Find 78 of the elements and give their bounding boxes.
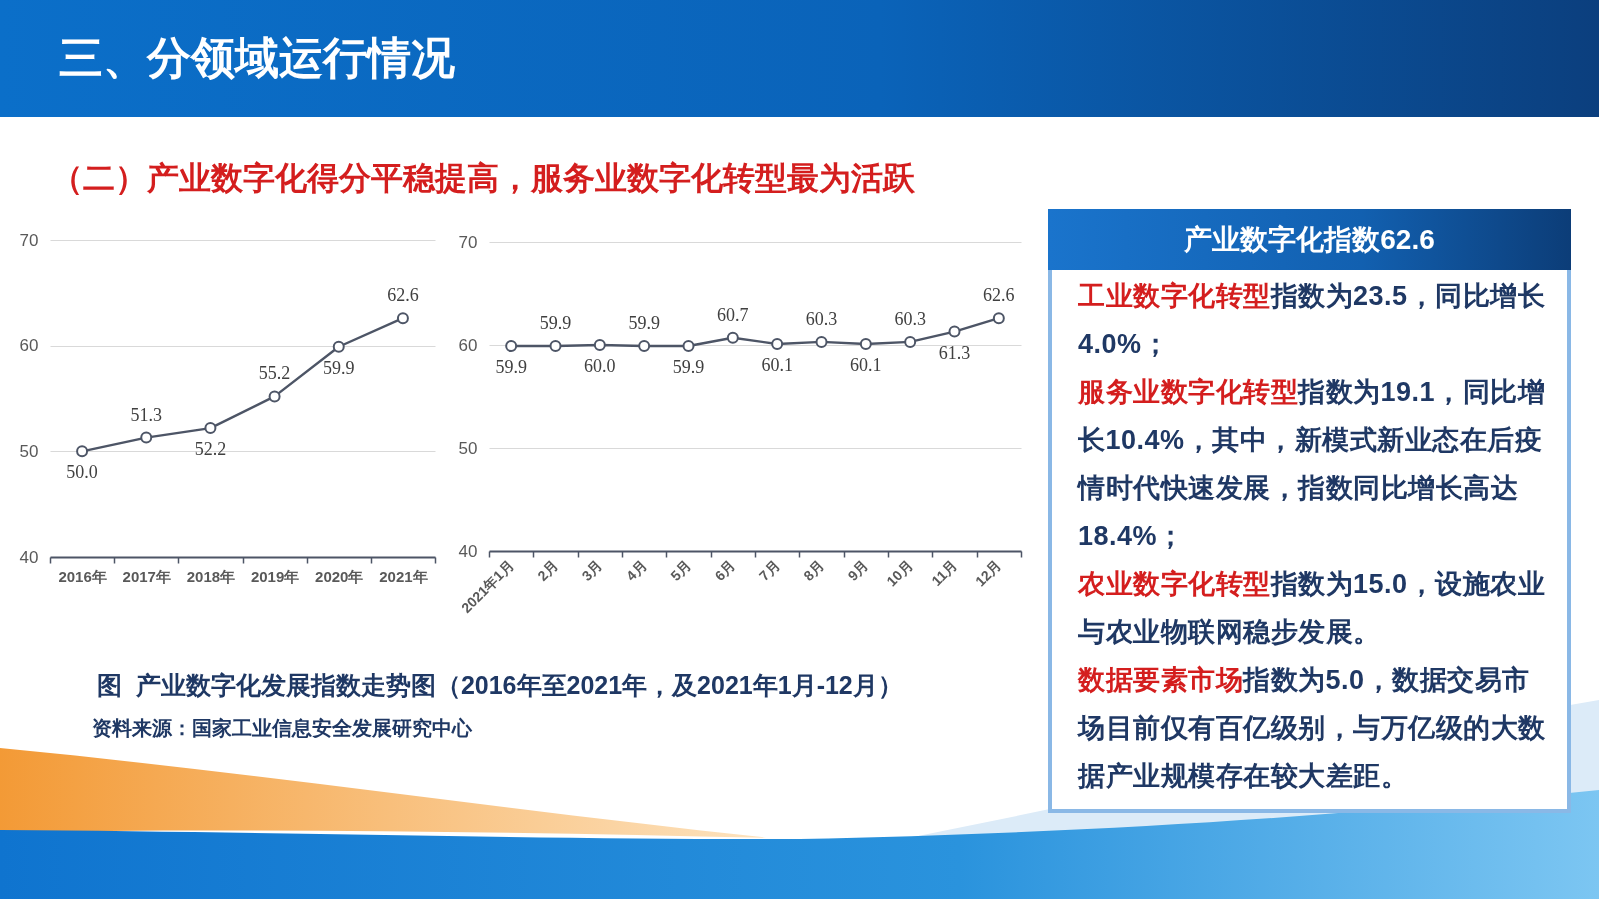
point [204, 422, 217, 435]
x-tick-label: 4月 [622, 557, 650, 584]
data-label: 61.3 [938, 342, 971, 363]
y-tick-label: 60 [19, 336, 39, 356]
y-tick-label: 50 [19, 441, 39, 461]
data-label: 59.9 [495, 357, 527, 378]
y-tick-label: 70 [19, 230, 39, 250]
data-label: 59.9 [672, 357, 705, 378]
y-tick-label: 50 [458, 438, 478, 458]
data-label: 59.9 [539, 313, 572, 334]
x-tick-label: 2016年 [58, 567, 107, 585]
data-label: 50.0 [66, 462, 98, 483]
text: 指数为23.5，同比增长 [1270, 281, 1546, 311]
x-tick-label: 6月 [711, 557, 739, 584]
x-tick-label: 8月 [800, 557, 827, 584]
x-tick-label: 7月 [755, 557, 783, 584]
point [332, 340, 345, 353]
text: 农业数字化转型 [1078, 569, 1271, 599]
point [76, 445, 89, 458]
data-label: 60.3 [805, 308, 838, 329]
data-label: 60.1 [850, 354, 882, 375]
text: 4.0%； [1078, 328, 1171, 361]
x-tick-label: 11月 [928, 557, 960, 589]
point [140, 431, 153, 444]
data-label: 60.0 [584, 356, 616, 376]
x-tick-label: 10月 [883, 557, 916, 590]
text: 指数为5.0，数据交易市 [1243, 665, 1530, 695]
text: 指数为19.1，同比增 [1298, 377, 1546, 407]
x-tick-label: 2月 [534, 557, 561, 584]
data-label: 51.3 [130, 404, 162, 425]
x-tick-label: 3月 [578, 557, 606, 584]
data-label: 60.1 [761, 354, 793, 375]
data-label: 52.2 [194, 439, 227, 460]
point [505, 340, 518, 353]
x-tick-label: 2020年 [315, 567, 364, 585]
point [859, 337, 872, 350]
data-label: 62.6 [983, 285, 1015, 306]
text: 服务业数字化转型 [1078, 377, 1298, 407]
text: 工业数字化转型 [1078, 281, 1271, 311]
text: 场目前仅有百亿级别，与万亿级的大数据产业规模存在较大差距。 [1078, 712, 1547, 793]
point [682, 340, 695, 353]
data-label: 59.9 [323, 357, 355, 378]
text: 指数为15.0，设施农业 [1270, 569, 1546, 599]
x-tick-label: 2021年 [379, 567, 428, 585]
point [638, 340, 651, 353]
chart-title: 三、分领域运行情况 [59, 32, 455, 84]
text: 与农业物联网稳步发展。 [1078, 616, 1382, 649]
x-tick-label: 2019年 [250, 567, 300, 585]
point [726, 331, 739, 344]
x-tick-label: 2017年 [122, 567, 171, 585]
point [904, 335, 917, 348]
data-label: 60.3 [894, 308, 926, 329]
data-label: 55.2 [258, 363, 291, 384]
data-label: 62.6 [387, 285, 419, 306]
point [396, 312, 409, 325]
point [268, 390, 281, 403]
point [992, 312, 1005, 325]
point [771, 337, 784, 350]
y-tick-label: 40 [458, 541, 478, 561]
text: 数据要素市场 [1078, 665, 1243, 695]
y-tick-label: 60 [458, 335, 478, 355]
x-tick-label: 12月 [972, 557, 1005, 590]
text: 长10.4%，其中，新模式新业态在后疫情时代快速发展，指数同比增长高达18.4%； [1078, 424, 1544, 553]
point [593, 339, 606, 351]
x-tick-label: 2018年 [186, 567, 236, 585]
point [549, 340, 562, 353]
text: 图 产业数字化发展指数走势图（2016年至2021年，及2021年1月-12月） [97, 670, 903, 701]
text: 资料来源：国家工业信息安全发展研究中心 [92, 716, 472, 741]
point [948, 325, 961, 338]
data-label: 60.7 [717, 304, 749, 325]
data-label: 59.9 [628, 313, 660, 334]
y-tick-label: 40 [19, 547, 39, 567]
chart-subtitle: （二）产业数字化得分平稳提高，服务业数字化转型最为活跃 [51, 159, 915, 198]
point [815, 335, 828, 348]
x-tick-label: 5月 [667, 557, 694, 584]
x-tick-label: 9月 [844, 557, 872, 584]
y-tick-label: 70 [458, 232, 478, 252]
text: 产业数字化指数62.6 [1048, 209, 1571, 270]
